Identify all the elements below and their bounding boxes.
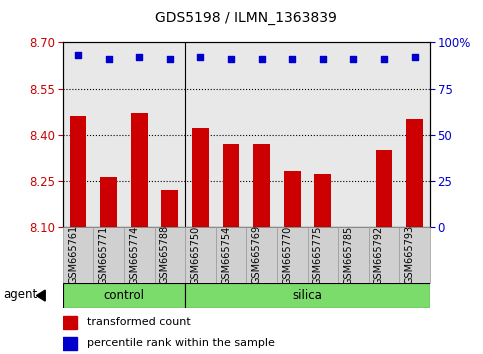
Point bbox=[288, 56, 296, 62]
Bar bbox=[93, 227, 124, 283]
Text: agent: agent bbox=[3, 288, 37, 301]
Bar bbox=[161, 190, 178, 227]
Point bbox=[135, 55, 143, 60]
Point bbox=[350, 56, 357, 62]
Bar bbox=[131, 113, 148, 227]
Bar bbox=[63, 316, 77, 329]
Bar bbox=[277, 227, 308, 283]
Point bbox=[166, 56, 174, 62]
Bar bbox=[185, 227, 216, 283]
Text: silica: silica bbox=[293, 289, 323, 302]
Bar bbox=[63, 283, 185, 308]
Bar bbox=[246, 227, 277, 283]
Text: GSM665770: GSM665770 bbox=[282, 225, 292, 285]
Text: percentile rank within the sample: percentile rank within the sample bbox=[86, 338, 274, 348]
Bar bbox=[63, 227, 93, 283]
Bar bbox=[192, 129, 209, 227]
Point bbox=[74, 52, 82, 58]
Bar bbox=[63, 337, 77, 350]
Text: GSM665771: GSM665771 bbox=[99, 225, 109, 285]
Text: GSM665754: GSM665754 bbox=[221, 225, 231, 285]
Bar bbox=[406, 119, 423, 227]
Point bbox=[319, 56, 327, 62]
Text: GSM665788: GSM665788 bbox=[160, 225, 170, 285]
Text: GSM665750: GSM665750 bbox=[190, 225, 200, 285]
Bar bbox=[223, 144, 240, 227]
Point bbox=[105, 56, 113, 62]
Bar bbox=[376, 150, 392, 227]
Bar bbox=[314, 175, 331, 227]
Bar bbox=[185, 283, 430, 308]
Bar bbox=[253, 144, 270, 227]
Bar bbox=[308, 227, 338, 283]
Point bbox=[227, 56, 235, 62]
Bar bbox=[100, 177, 117, 227]
Point bbox=[258, 56, 266, 62]
Text: GSM665774: GSM665774 bbox=[129, 225, 139, 285]
Text: GSM665792: GSM665792 bbox=[374, 225, 384, 285]
Bar bbox=[284, 171, 300, 227]
Point bbox=[197, 55, 204, 60]
Text: GSM665785: GSM665785 bbox=[343, 225, 354, 285]
Text: GSM665793: GSM665793 bbox=[405, 225, 414, 285]
Text: transformed count: transformed count bbox=[86, 317, 190, 327]
Text: control: control bbox=[103, 289, 144, 302]
Text: GSM665769: GSM665769 bbox=[252, 225, 262, 285]
Text: GDS5198 / ILMN_1363839: GDS5198 / ILMN_1363839 bbox=[156, 11, 337, 25]
Bar bbox=[70, 116, 86, 227]
Bar bbox=[338, 227, 369, 283]
Polygon shape bbox=[36, 290, 45, 301]
Bar bbox=[124, 227, 155, 283]
Text: GSM665761: GSM665761 bbox=[68, 225, 78, 285]
Bar bbox=[216, 227, 246, 283]
Bar bbox=[369, 227, 399, 283]
Bar bbox=[399, 227, 430, 283]
Point bbox=[411, 55, 418, 60]
Bar bbox=[155, 227, 185, 283]
Text: GSM665775: GSM665775 bbox=[313, 225, 323, 285]
Point bbox=[380, 56, 388, 62]
